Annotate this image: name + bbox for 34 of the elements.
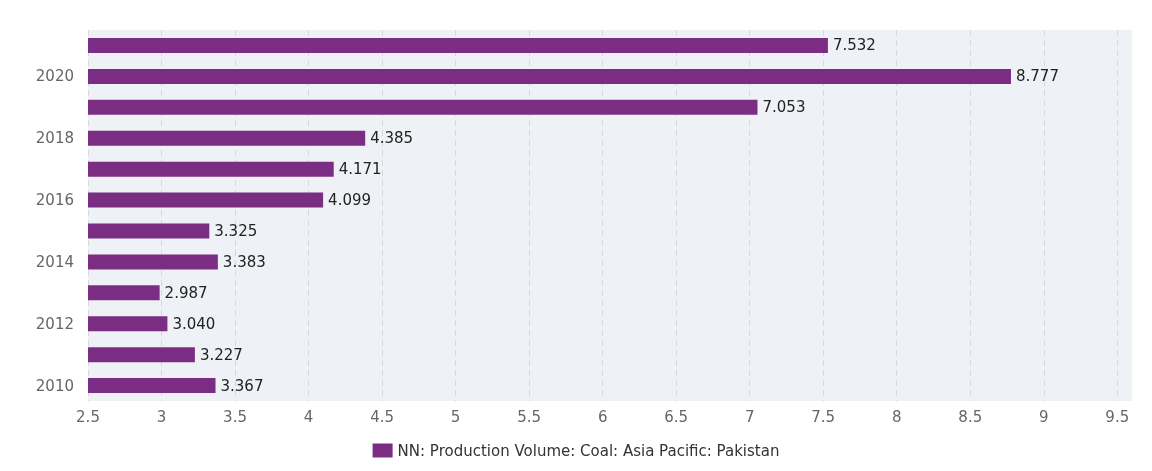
data-label: 3.383 [222, 252, 266, 271]
x-tick-label: 6 [597, 407, 608, 426]
data-label: 3.367 [220, 376, 264, 395]
y-tick-label: 2018 [35, 129, 74, 148]
data-label: 4.171 [338, 160, 382, 179]
legend-label: NN: Production Volume: Coal: Asia Pacific: Pakistan [397, 441, 780, 460]
data-label: 4.385 [370, 129, 414, 148]
data-label: 8.777 [1015, 67, 1059, 86]
x-tick-label: 3.5 [223, 407, 247, 426]
data-label: 2.987 [164, 283, 208, 302]
x-tick-label: 9 [1039, 407, 1049, 426]
data-label: 3.040 [172, 314, 216, 333]
x-tick-label: 7 [744, 407, 755, 426]
x-tick-label: 2.5 [76, 407, 100, 426]
y-tick-label: 2012 [35, 314, 74, 333]
x-tick-label: 8 [891, 407, 902, 426]
x-tick-label: 5.5 [517, 407, 542, 426]
data-label: 3.325 [214, 221, 258, 240]
data-label: 4.099 [328, 191, 372, 210]
data-label: 7.053 [762, 98, 806, 117]
x-tick-label: 4 [303, 407, 314, 426]
x-tick-label: 8.5 [958, 407, 983, 426]
x-tick-label: 9.5 [1105, 407, 1130, 426]
x-tick-label: 3 [156, 407, 167, 426]
y-tick-label: 2016 [35, 191, 74, 210]
x-tick-label: 6.5 [664, 407, 689, 426]
x-tick-label: 4.5 [370, 407, 395, 426]
data-label: 7.532 [832, 36, 876, 55]
x-tick-label: 5 [450, 407, 461, 426]
y-tick-label: 2020 [35, 67, 74, 86]
y-tick-label: 2014 [35, 252, 74, 271]
data-label: 3.227 [199, 345, 243, 364]
x-tick-label: 7.5 [811, 407, 836, 426]
y-tick-label: 2010 [35, 376, 74, 395]
